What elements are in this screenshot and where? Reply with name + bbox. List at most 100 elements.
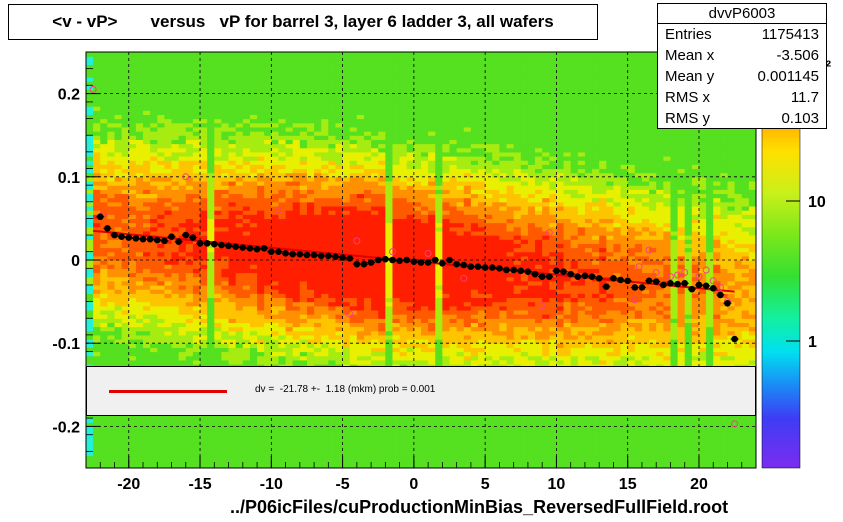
heat-cell [299, 135, 308, 140]
heat-cell [413, 151, 422, 157]
heat-cell [271, 422, 280, 427]
heat-cell [214, 247, 223, 253]
heat-cell [314, 413, 322, 419]
heat-cell [185, 347, 194, 353]
heat-cell [399, 280, 408, 286]
heat-cell [207, 60, 215, 66]
heat-cell [264, 347, 272, 353]
heat-cell [228, 126, 237, 132]
heat-cell [378, 418, 386, 423]
heat-cell [128, 97, 137, 103]
heat-cell [385, 301, 394, 307]
heat-cell [128, 56, 137, 61]
heat-cell [342, 451, 351, 457]
heat-cell [157, 251, 166, 257]
heat-cell [371, 151, 379, 157]
heat-cell [421, 139, 429, 145]
heat-cell [435, 168, 443, 174]
heat-cell [107, 201, 116, 207]
heat-cell [207, 347, 215, 353]
heat-cell [157, 147, 166, 153]
heat-cell [150, 218, 158, 224]
heat-cell [257, 334, 265, 340]
heat-cell [299, 151, 308, 157]
heat-cell [392, 447, 401, 452]
heat-cell [143, 276, 151, 282]
heat-cell [257, 151, 265, 157]
heat-cell [257, 193, 265, 199]
heat-cell [413, 247, 422, 253]
heat-cell [207, 305, 215, 311]
heat-cell [278, 168, 287, 174]
heat-cell [121, 289, 130, 294]
heat-cell [271, 185, 280, 190]
heat-cell [278, 247, 287, 253]
heat-cell [185, 230, 194, 236]
heat-cell [321, 185, 329, 190]
heat-cell [349, 260, 358, 265]
heat-cell [114, 56, 123, 61]
heat-cell [257, 289, 265, 294]
heat-cell [413, 76, 422, 82]
heat-cell [192, 180, 201, 186]
heat-cell [171, 413, 180, 419]
heat-cell [278, 93, 287, 99]
heat-cell [306, 251, 315, 257]
heat-cell [128, 355, 137, 361]
heat-cell [406, 160, 415, 165]
heat-cell [264, 85, 272, 91]
heat-cell [107, 131, 116, 136]
heat-cell [192, 230, 201, 236]
heat-cell [257, 318, 265, 323]
heat-cell [121, 118, 130, 124]
heat-cell [371, 168, 379, 174]
heat-cell [314, 110, 322, 115]
heat-cell [399, 85, 408, 91]
heat-cell [86, 239, 94, 244]
heat-cell [114, 284, 123, 290]
heat-cell [392, 463, 401, 468]
heat-cell [292, 131, 301, 136]
heat-cell [221, 434, 230, 440]
heat-cell [171, 247, 180, 253]
heat-cell [321, 230, 329, 236]
heat-cell [235, 180, 244, 186]
heat-cell [86, 89, 94, 95]
heat-cell [235, 355, 244, 361]
heat-cell [107, 330, 116, 336]
heat-cell [86, 222, 94, 228]
heat-cell [185, 56, 194, 61]
heat-cell [171, 276, 180, 282]
heat-cell [100, 434, 108, 440]
heat-cell [135, 239, 144, 244]
heat-cell [285, 60, 294, 66]
heat-cell [235, 85, 244, 91]
heat-cell [335, 451, 344, 457]
heat-cell [428, 189, 436, 195]
heat-cell [107, 272, 116, 278]
heat-cell [428, 339, 436, 344]
heat-cell [292, 268, 301, 274]
heat-cell [157, 451, 166, 457]
heat-cell [107, 318, 116, 323]
heat-cell [192, 413, 201, 419]
heat-cell [292, 359, 301, 365]
heat-cell [221, 347, 230, 353]
heat-cell [406, 60, 415, 66]
heat-cell [335, 126, 344, 132]
heat-cell [200, 434, 208, 440]
heat-cell [321, 359, 329, 365]
heat-cell [207, 459, 215, 465]
heat-cell [128, 68, 137, 74]
heat-cell [342, 214, 351, 219]
heat-cell [278, 326, 287, 332]
heat-cell [214, 301, 223, 307]
heat-cell [363, 276, 372, 282]
heat-cell [135, 72, 144, 78]
heat-cell [164, 447, 173, 452]
heat-cell [257, 197, 265, 203]
heat-cell [292, 413, 301, 419]
heat-cell [299, 418, 308, 423]
heat-cell [285, 76, 294, 82]
heat-cell [428, 359, 436, 365]
